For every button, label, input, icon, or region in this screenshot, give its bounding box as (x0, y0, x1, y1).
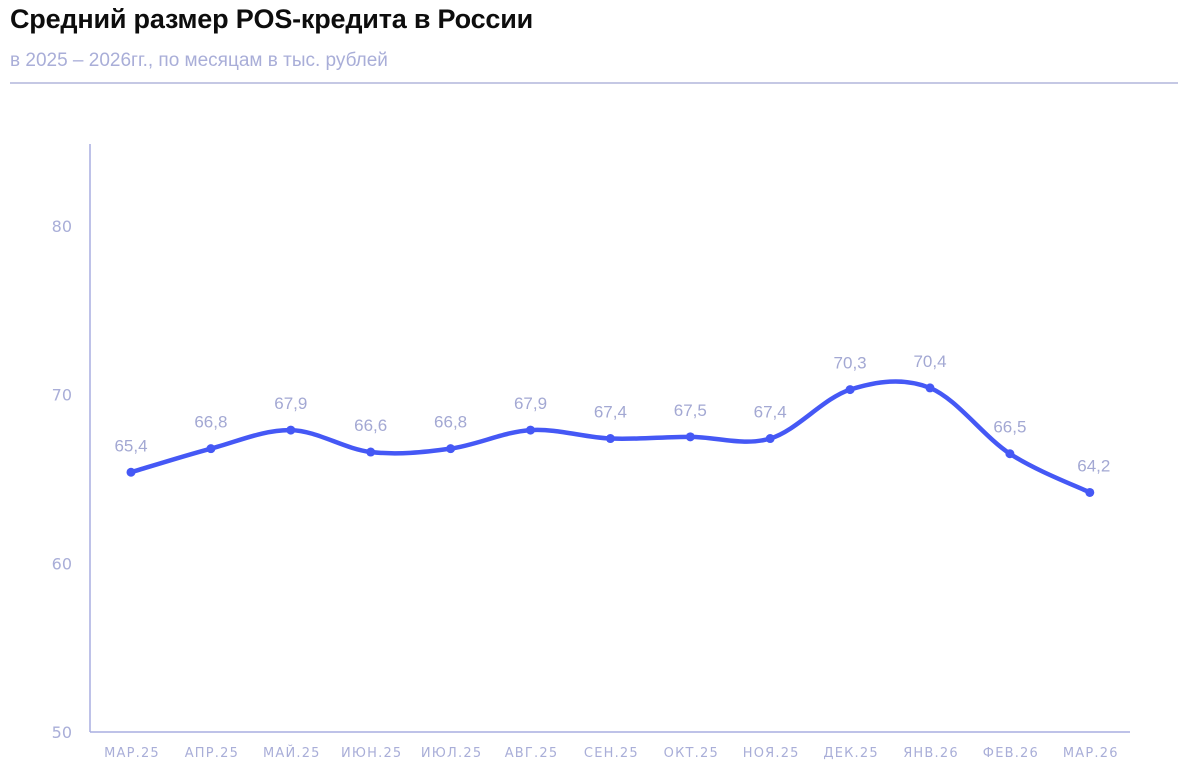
data-point (765, 434, 775, 444)
data-labels: 65,4 66,8 67,9 66,6 66,8 67,9 67,4 67,5 67,4 70,3… (114, 352, 1110, 476)
x-tick-label: ФЕВ.26 (983, 746, 1039, 761)
y-tick-label: 70 (52, 386, 72, 405)
data-value-label: 65,4 (114, 436, 147, 455)
data-point (126, 467, 136, 477)
x-tick-label: ИЮН.25 (341, 746, 402, 761)
x-tick-label: АВГ.25 (505, 746, 559, 761)
x-tick-label: НОЯ.25 (743, 746, 800, 761)
data-point (526, 425, 535, 435)
x-tick-label: МАР.25 (104, 746, 160, 761)
data-value-label: 70,4 (913, 352, 946, 371)
data-value-label: 66,5 (993, 418, 1026, 437)
x-tick-label: АПР.25 (185, 746, 239, 761)
chart-axes (89, 144, 1130, 733)
data-point (446, 444, 456, 454)
data-point (1085, 487, 1095, 497)
data-value-label: 67,9 (514, 394, 547, 413)
y-tick-label: 50 (52, 723, 72, 742)
data-value-label: 64,2 (1077, 456, 1110, 475)
x-tick-label: МАЙ.25 (263, 745, 321, 761)
x-tick-label: ОКТ.25 (664, 746, 719, 761)
data-point (206, 444, 216, 454)
data-value-label: 70,3 (834, 354, 867, 373)
data-point (925, 383, 935, 393)
data-point (366, 447, 376, 457)
data-value-label: 66,6 (354, 416, 387, 435)
data-value-label: 67,9 (274, 394, 307, 413)
chart-title: Средний размер POS-кредита в России (10, 4, 534, 34)
data-point (1005, 449, 1015, 459)
data-points (126, 383, 1095, 497)
x-tick-label: ДЕК.25 (823, 746, 878, 761)
header-divider (10, 82, 1178, 84)
data-point (845, 385, 855, 395)
y-tick-label: 60 (52, 554, 72, 573)
data-value-label: 67,4 (754, 403, 787, 422)
data-value-label: 67,4 (594, 403, 627, 422)
x-axis-ticks: МАР.25 АПР.25 МАЙ.25 ИЮН.25 ИЮЛ.25 АВГ.25 СЕН.… (104, 745, 1119, 761)
data-value-label: 66,8 (194, 413, 227, 432)
x-tick-label: ЯНВ.26 (903, 746, 959, 761)
data-point (286, 425, 296, 435)
y-axis-ticks: 50 60 70 80 (52, 217, 72, 742)
data-value-label: 67,5 (674, 401, 707, 420)
data-value-label: 66,8 (434, 413, 467, 432)
data-point (605, 434, 615, 444)
chart-subtitle: в 2025 – 2026гг., по месяцам в тыс. рубл… (10, 50, 388, 71)
x-tick-label: ИЮЛ.25 (421, 746, 482, 761)
y-tick-label: 80 (52, 217, 72, 236)
x-tick-label: МАР.26 (1063, 746, 1119, 761)
data-point (685, 432, 695, 442)
x-tick-label: СЕН.25 (584, 746, 639, 761)
